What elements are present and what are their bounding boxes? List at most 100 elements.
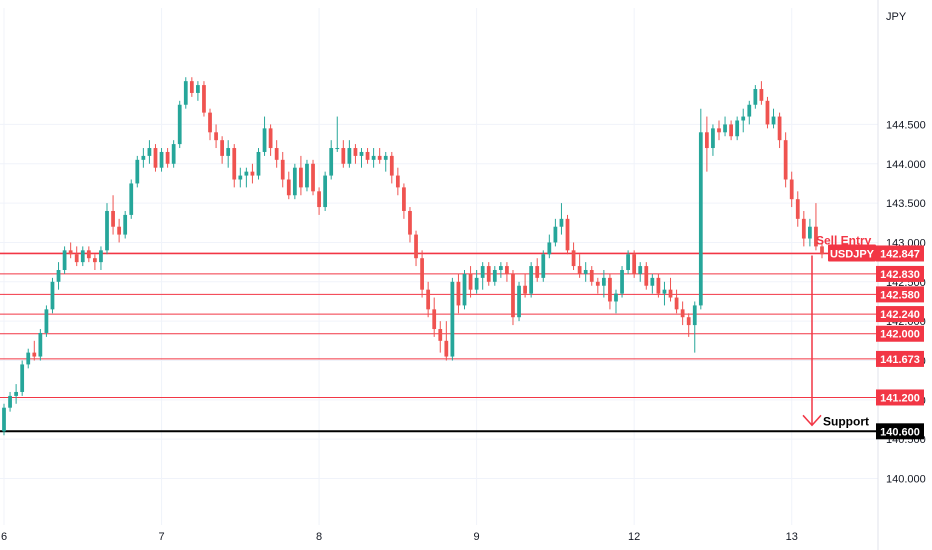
candle-body xyxy=(159,151,164,168)
symbol-badge: USDJPY xyxy=(830,248,875,260)
candle xyxy=(105,203,109,255)
candle-body xyxy=(408,210,412,235)
candle xyxy=(632,250,637,278)
candle xyxy=(468,266,473,298)
candle xyxy=(220,136,225,164)
candle xyxy=(614,289,618,314)
candle xyxy=(498,262,503,278)
candle-body xyxy=(444,340,449,357)
candle-body xyxy=(414,234,418,259)
candle-body xyxy=(165,151,170,164)
candle xyxy=(474,270,479,294)
candle-body xyxy=(280,159,285,180)
candle-body xyxy=(347,148,352,164)
level-badge xyxy=(876,265,924,282)
candle-body xyxy=(62,250,67,270)
candle xyxy=(668,277,673,302)
candle xyxy=(26,348,31,369)
candle-body xyxy=(38,332,43,357)
candle xyxy=(426,281,431,318)
candle-body xyxy=(402,187,406,211)
currency-label: JPY xyxy=(886,11,907,23)
level-label: 141.200 xyxy=(880,392,920,404)
x-tick-label: 9 xyxy=(474,531,480,543)
candle xyxy=(789,171,794,208)
candle-body xyxy=(426,289,431,310)
candle xyxy=(686,313,691,337)
candle xyxy=(335,116,340,152)
candle xyxy=(280,151,285,188)
candle xyxy=(553,218,558,247)
candle xyxy=(141,148,146,168)
candle-body xyxy=(371,155,376,160)
candle xyxy=(753,85,758,109)
candle xyxy=(359,148,364,168)
candle xyxy=(765,96,770,129)
candle xyxy=(238,167,243,188)
candle-body xyxy=(498,266,503,270)
candle xyxy=(662,281,667,306)
candle xyxy=(729,120,733,141)
candle xyxy=(486,262,491,286)
candle xyxy=(274,140,279,168)
candle-body xyxy=(56,270,61,282)
candle xyxy=(135,155,140,188)
candle-body xyxy=(656,277,661,294)
candle xyxy=(601,270,606,298)
candle xyxy=(432,297,437,337)
candle-body xyxy=(329,148,334,176)
candle-body xyxy=(474,277,479,290)
candle-body xyxy=(589,270,594,282)
level-label: 142.580 xyxy=(880,289,920,301)
candle xyxy=(365,148,370,164)
candle xyxy=(529,262,534,298)
candle xyxy=(111,195,115,235)
candle xyxy=(462,270,467,310)
candle-body xyxy=(704,132,709,149)
candle xyxy=(32,340,37,361)
candle xyxy=(680,301,685,326)
candle xyxy=(244,167,249,188)
candle xyxy=(311,159,315,196)
candle xyxy=(189,77,194,97)
candle-body xyxy=(129,183,134,215)
candle-body xyxy=(680,309,685,318)
candle xyxy=(250,163,255,184)
candle xyxy=(371,148,376,168)
candle-body xyxy=(644,266,649,286)
candle-body xyxy=(529,266,534,294)
candle xyxy=(735,116,740,141)
candle xyxy=(50,277,55,314)
candle xyxy=(795,191,800,227)
level-label: 142.830 xyxy=(880,269,920,281)
candle xyxy=(389,151,394,184)
candle-body xyxy=(565,218,570,251)
candle xyxy=(117,218,122,243)
candle-body xyxy=(68,250,73,255)
candle-body xyxy=(771,116,776,125)
candle xyxy=(523,273,527,298)
level-badge xyxy=(876,325,924,342)
candle xyxy=(171,140,176,168)
candle xyxy=(129,179,134,219)
candle-body xyxy=(274,148,279,160)
candle xyxy=(56,262,61,290)
level-label: 140.600 xyxy=(880,426,920,438)
candle-body xyxy=(99,250,103,263)
candle-body xyxy=(365,151,370,160)
candle-body xyxy=(601,277,606,286)
candle-body xyxy=(632,254,637,274)
candle-body xyxy=(626,254,630,270)
candle-body xyxy=(123,214,128,235)
candle-body xyxy=(711,128,715,149)
candle-body xyxy=(395,175,400,188)
candle xyxy=(99,246,103,270)
candle-body xyxy=(620,270,624,294)
candle-body xyxy=(93,258,97,263)
candle-body xyxy=(541,254,546,278)
candle xyxy=(450,277,455,361)
candle xyxy=(80,246,85,267)
candle-body xyxy=(456,281,461,306)
candle-body xyxy=(729,124,733,137)
candle xyxy=(305,159,309,192)
